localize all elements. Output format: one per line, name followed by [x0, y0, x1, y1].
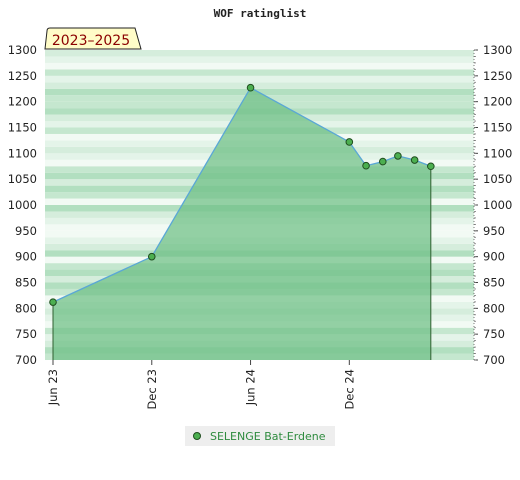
- x-tick-label: Dec 23: [145, 369, 159, 410]
- x-tick-label: Jun 24: [244, 369, 258, 406]
- y-tick-label-right: 1050: [483, 172, 512, 186]
- series-points: [49, 83, 435, 306]
- background-band: [45, 82, 474, 89]
- background-band: [45, 50, 474, 57]
- period-badge-background: [44, 27, 142, 50]
- background-band: [45, 69, 474, 76]
- x-axis: Jun 23 Dec 23 Jun 24 Dec 24: [46, 360, 356, 410]
- data-point: [147, 252, 156, 261]
- y-tick-label-right: 1250: [483, 69, 512, 83]
- y-tick-label-left: 800: [15, 301, 37, 315]
- y-tick-label-right: 950: [483, 224, 505, 238]
- data-point: [378, 157, 387, 166]
- y-tick-label-left: 1150: [8, 121, 37, 135]
- background-band: [45, 75, 474, 83]
- legend-label-series: SELENGE Bat-Erdene: [210, 430, 326, 443]
- data-point: [345, 138, 354, 146]
- y-tick-label-right: 1100: [483, 146, 512, 160]
- data-point: [394, 152, 402, 160]
- x-tick-label: Dec 24: [342, 369, 356, 410]
- legend-background: [185, 426, 335, 446]
- legend[interactable]: SELENGE Bat-Erdene: [185, 426, 335, 446]
- period-badge-label: 2023–2025: [52, 33, 130, 49]
- y-tick-label-left: 1050: [8, 172, 37, 186]
- y-tick-label-right: 800: [483, 301, 505, 315]
- y-axis-left: 700 750 800 850 900 950 1000 1050 1100 1150 1200 12…: [8, 43, 37, 367]
- y-tick-label-left: 900: [15, 250, 37, 264]
- chart-title: WOF ratinglist: [214, 7, 307, 20]
- y-tick-label-right: 1000: [483, 198, 512, 212]
- data-point: [410, 156, 419, 164]
- data-point: [246, 83, 255, 92]
- y-tick-label-left: 1200: [8, 95, 37, 109]
- y-tick-label-left: 1250: [8, 69, 37, 83]
- y-tick-label-right: 1200: [483, 95, 512, 109]
- background-band: [45, 56, 474, 63]
- y-tick-label-right: 850: [483, 276, 505, 290]
- y-tick-label-left: 750: [15, 327, 37, 341]
- y-tick-label-right: 750: [483, 327, 505, 341]
- y-tick-label-right: 900: [483, 250, 505, 264]
- y-tick-label-left: 850: [15, 276, 37, 290]
- y-tick-label-right: 700: [483, 353, 505, 367]
- y-tick-label-left: 1000: [8, 198, 37, 212]
- y-tick-label-right: 1300: [483, 43, 512, 57]
- data-point: [427, 162, 435, 171]
- series-area: [53, 87, 431, 360]
- y-tick-label-left: 950: [15, 224, 37, 238]
- y-tick-label-left: 700: [15, 353, 37, 367]
- y-tick-label-right: 1150: [483, 121, 512, 135]
- background-band: [45, 62, 474, 70]
- y-tick-label-left: 1100: [8, 146, 37, 160]
- y-axis-right: 700 750 800 850 900 950 1000 1050 1100 1150 1200 12…: [473, 43, 512, 367]
- x-tick-label: Jun 23: [46, 369, 60, 406]
- data-point: [362, 161, 370, 170]
- data-point: [49, 298, 57, 306]
- period-badge: 2023–2025: [44, 27, 142, 50]
- legend-marker: [193, 432, 201, 440]
- y-tick-label-left: 1300: [8, 43, 37, 57]
